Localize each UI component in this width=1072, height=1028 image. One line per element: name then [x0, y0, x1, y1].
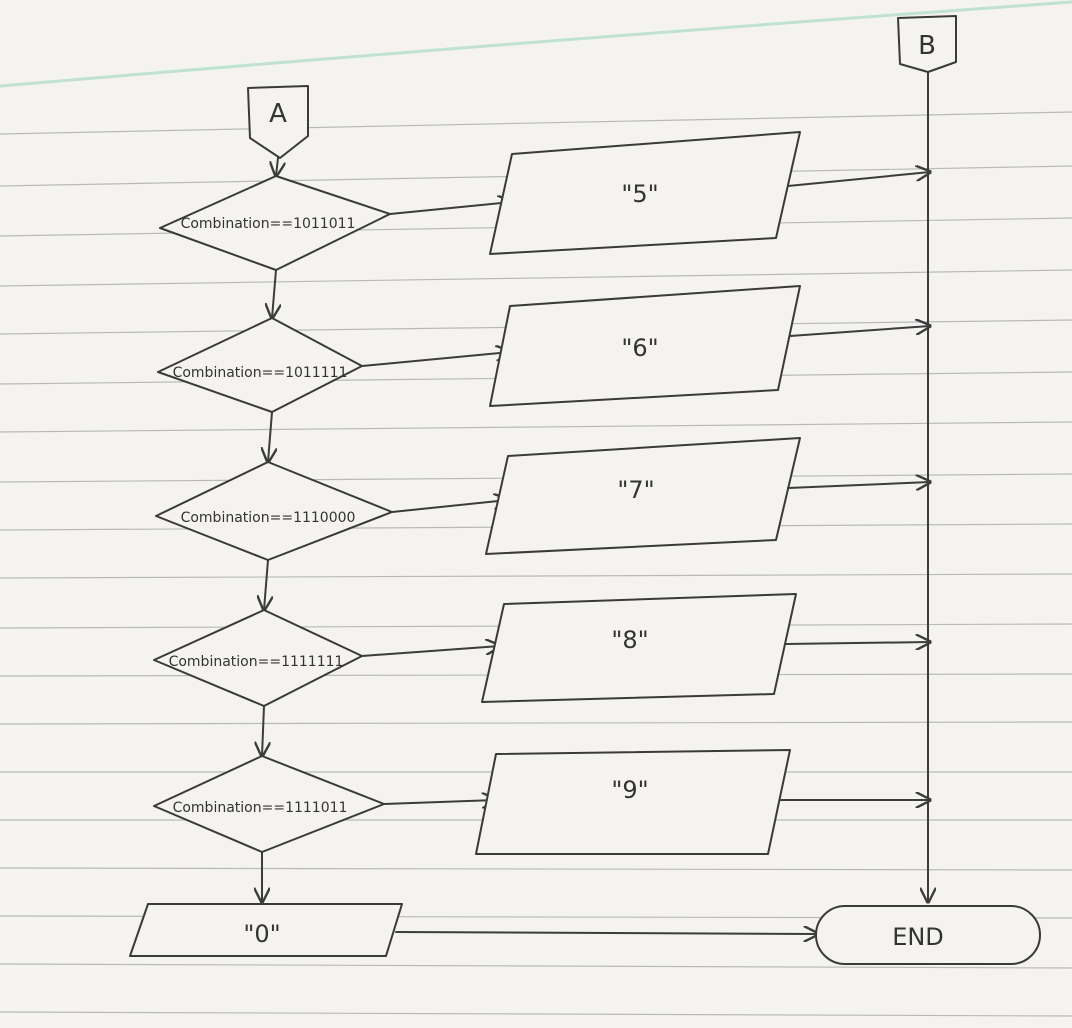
end-label: END — [892, 923, 944, 951]
decision-5: Combination==1111011 — [153, 755, 496, 853]
output-2-to-b-arrow — [789, 326, 930, 337]
output-1-to-b-arrow — [787, 172, 930, 187]
decision-2: Combination==1011111 — [157, 317, 510, 413]
output-3: "7" — [485, 437, 930, 555]
decision-5-condition: Combination==1111011 — [173, 800, 348, 816]
output-1: "5" — [489, 131, 930, 255]
output-2-value: "6" — [621, 334, 658, 362]
yes-arrow-4 — [361, 646, 500, 657]
flow-arrow-d3-to-d4 — [264, 559, 268, 610]
connector-a-label: A — [269, 99, 287, 129]
yes-arrow-2 — [361, 352, 510, 367]
default-output-value: "0" — [243, 920, 280, 948]
connector-a: A — [247, 85, 309, 159]
output-3-to-b-arrow — [787, 482, 930, 488]
output-4-value: "8" — [611, 626, 648, 654]
output-5-value: "9" — [611, 776, 648, 804]
decision-4-condition: Combination==1111111 — [169, 654, 344, 670]
output-2: "6" — [489, 285, 930, 407]
flow-arrow-a-to-d1 — [276, 157, 278, 176]
output-4-to-b-arrow — [785, 642, 930, 644]
default-to-end-arrow — [395, 932, 818, 934]
flow-arrow-d2-to-d3 — [268, 411, 272, 462]
output-4: "8" — [481, 593, 930, 703]
connector-b-label: B — [918, 31, 936, 61]
decision-1-condition: Combination==1011011 — [181, 216, 356, 232]
decision-3-condition: Combination==1110000 — [181, 510, 356, 526]
end-terminator: END — [815, 905, 1041, 965]
flow-arrow-d4-to-d5 — [262, 705, 264, 756]
yes-arrow-5 — [383, 800, 496, 804]
flow-arrow-d1-to-d2 — [272, 269, 276, 318]
decision-2-condition: Combination==1011111 — [173, 365, 348, 381]
decision-4: Combination==1111111 — [153, 609, 500, 707]
default-output: "0" — [129, 903, 818, 957]
connector-b: B — [897, 15, 957, 73]
yes-arrow-3 — [391, 500, 508, 513]
output-1-value: "5" — [621, 180, 658, 208]
output-5: "9" — [475, 749, 930, 855]
decision-3: Combination==1110000 — [155, 461, 508, 561]
top-margin-line — [0, 0, 1072, 88]
output-3-value: "7" — [617, 476, 654, 504]
yes-arrow-1 — [389, 202, 512, 215]
decision-1: Combination==1011011 — [159, 175, 512, 271]
